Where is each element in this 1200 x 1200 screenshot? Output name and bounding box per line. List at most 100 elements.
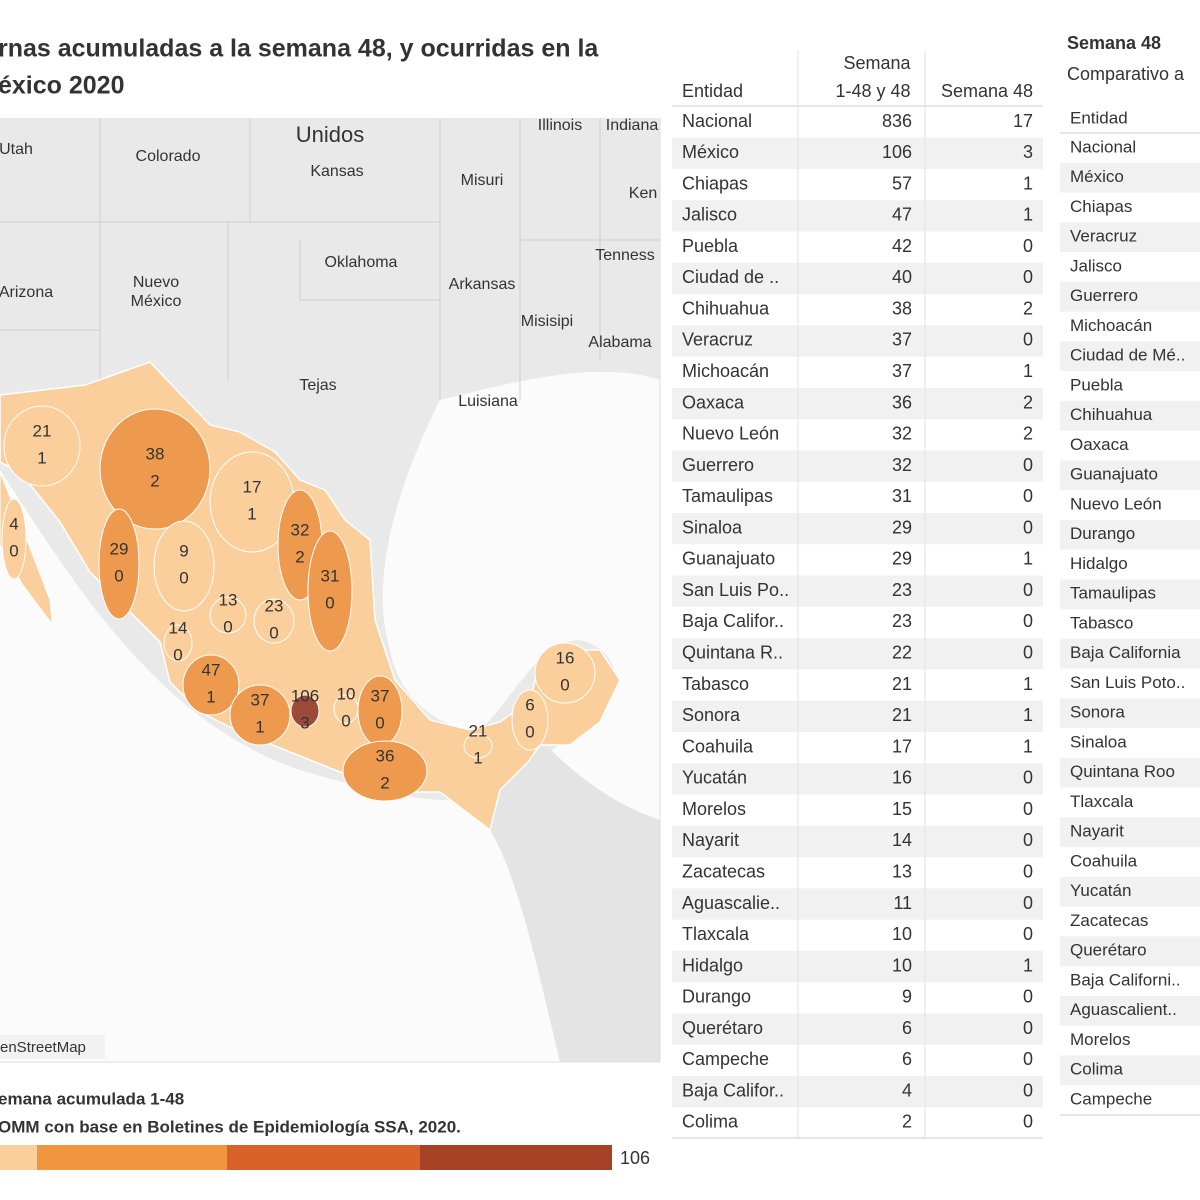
row-total: 13 bbox=[892, 861, 912, 881]
state-total: 16 bbox=[556, 648, 575, 667]
state-total: 13 bbox=[219, 590, 238, 609]
state-week: 0 bbox=[525, 722, 534, 741]
row-total: 23 bbox=[892, 580, 912, 600]
place-label: Kansas bbox=[310, 163, 363, 180]
side-row: Hidalgo bbox=[1070, 554, 1128, 573]
row-total: 40 bbox=[892, 267, 912, 287]
place-label: Unidos bbox=[296, 122, 364, 147]
row-week: 0 bbox=[1023, 580, 1033, 600]
state-region bbox=[229, 684, 291, 746]
row-entity: México bbox=[682, 142, 739, 162]
us-borders bbox=[0, 118, 660, 400]
state-week: 0 bbox=[341, 711, 350, 730]
row-entity: Guanajuato bbox=[682, 549, 775, 569]
row-week: 0 bbox=[1023, 611, 1033, 631]
row-total: 36 bbox=[892, 392, 912, 412]
row-week: 0 bbox=[1023, 330, 1033, 350]
row-stripe bbox=[1060, 460, 1200, 491]
row-stripe bbox=[1060, 162, 1200, 193]
row-week: 1 bbox=[1023, 173, 1033, 193]
side-row: Nayarit bbox=[1070, 822, 1124, 841]
row-stripe bbox=[672, 450, 1043, 482]
state-region bbox=[342, 740, 428, 802]
row-week: 0 bbox=[1023, 267, 1033, 287]
place-label: Misisipi bbox=[521, 313, 573, 330]
row-total: 10 bbox=[892, 924, 912, 944]
row-entity: Oaxaca bbox=[682, 392, 745, 412]
row-total: 11 bbox=[893, 893, 912, 913]
side-row: Quintana Roo bbox=[1070, 762, 1175, 781]
row-entity: Nayarit bbox=[682, 830, 739, 850]
row-stripe bbox=[672, 262, 1043, 295]
side-row: Zacatecas bbox=[1070, 911, 1148, 930]
state-week: 1 bbox=[247, 504, 256, 523]
row-stripe bbox=[1060, 341, 1200, 372]
row-entity: Baja Califor.. bbox=[682, 611, 784, 631]
state-region bbox=[163, 624, 193, 662]
row-entity: Veracruz bbox=[682, 330, 753, 350]
row-stripe bbox=[1060, 757, 1200, 788]
place-label: Misuri bbox=[461, 172, 504, 189]
state-total: 21 bbox=[469, 721, 488, 740]
side-row: Sinaloa bbox=[1070, 732, 1127, 751]
state-region bbox=[1, 498, 27, 580]
place-label: Ken bbox=[629, 185, 657, 202]
row-week: 0 bbox=[1023, 799, 1033, 819]
state-total: 17 bbox=[243, 477, 262, 496]
state-week: 1 bbox=[255, 717, 264, 736]
row-entity: Nuevo León bbox=[682, 424, 779, 444]
row-entity: Zacatecas bbox=[682, 861, 765, 881]
header-week: Semana 48 bbox=[941, 81, 1033, 101]
row-stripe bbox=[1060, 698, 1200, 729]
state-region bbox=[98, 508, 140, 620]
row-entity: Tlaxcala bbox=[682, 924, 750, 944]
row-stripe bbox=[672, 387, 1043, 420]
state-total: 106 bbox=[291, 686, 319, 705]
row-week: 0 bbox=[1023, 236, 1033, 256]
row-stripe bbox=[672, 200, 1043, 232]
row-entity: Chihuahua bbox=[682, 298, 770, 318]
side-row: Querétaro bbox=[1070, 941, 1147, 960]
place-label: Arkansas bbox=[449, 276, 516, 293]
row-stripe bbox=[1060, 638, 1200, 669]
row-week: 1 bbox=[1023, 705, 1033, 725]
row-entity: Jalisco bbox=[682, 205, 737, 225]
row-entity: Quintana R.. bbox=[682, 643, 783, 663]
header-entity: Entidad bbox=[682, 81, 743, 101]
state-week: 0 bbox=[375, 713, 384, 732]
state-region bbox=[153, 520, 215, 612]
state-week: 2 bbox=[295, 547, 304, 566]
row-week: 0 bbox=[1023, 486, 1033, 506]
header-total: Semana bbox=[843, 53, 911, 73]
row-total: 37 bbox=[892, 330, 912, 350]
state-total: 29 bbox=[110, 539, 129, 558]
ocean bbox=[0, 371, 660, 1063]
state-total: 10 bbox=[337, 684, 356, 703]
row-entity: Tabasco bbox=[682, 674, 749, 694]
state-week: 0 bbox=[179, 568, 188, 587]
side-row: Durango bbox=[1070, 524, 1135, 543]
row-total: 21 bbox=[892, 705, 912, 725]
row-stripe bbox=[1060, 817, 1200, 848]
row-total: 23 bbox=[892, 611, 912, 631]
row-entity: Puebla bbox=[682, 236, 739, 256]
row-entity: Morelos bbox=[682, 799, 746, 819]
row-total: 21 bbox=[892, 674, 912, 694]
row-week: 1 bbox=[1023, 205, 1033, 225]
row-week: 0 bbox=[1023, 1049, 1033, 1069]
row-week: 3 bbox=[1023, 142, 1033, 162]
row-week: 1 bbox=[1023, 549, 1033, 569]
side-row: Coahuila bbox=[1070, 851, 1138, 870]
row-entity: Baja Califor.. bbox=[682, 1080, 784, 1100]
row-stripe bbox=[672, 700, 1043, 732]
row-entity: Ciudad de .. bbox=[682, 267, 779, 287]
row-week: 0 bbox=[1023, 830, 1033, 850]
row-entity: Aguascalie.. bbox=[682, 893, 780, 913]
row-total: 9 bbox=[902, 987, 912, 1007]
state-week: 0 bbox=[560, 675, 569, 694]
state-total: 31 bbox=[321, 566, 340, 585]
row-total: 31 bbox=[892, 486, 912, 506]
row-week: 0 bbox=[1023, 1112, 1033, 1132]
side-row: Tlaxcala bbox=[1070, 792, 1134, 811]
row-total: 29 bbox=[892, 549, 912, 569]
